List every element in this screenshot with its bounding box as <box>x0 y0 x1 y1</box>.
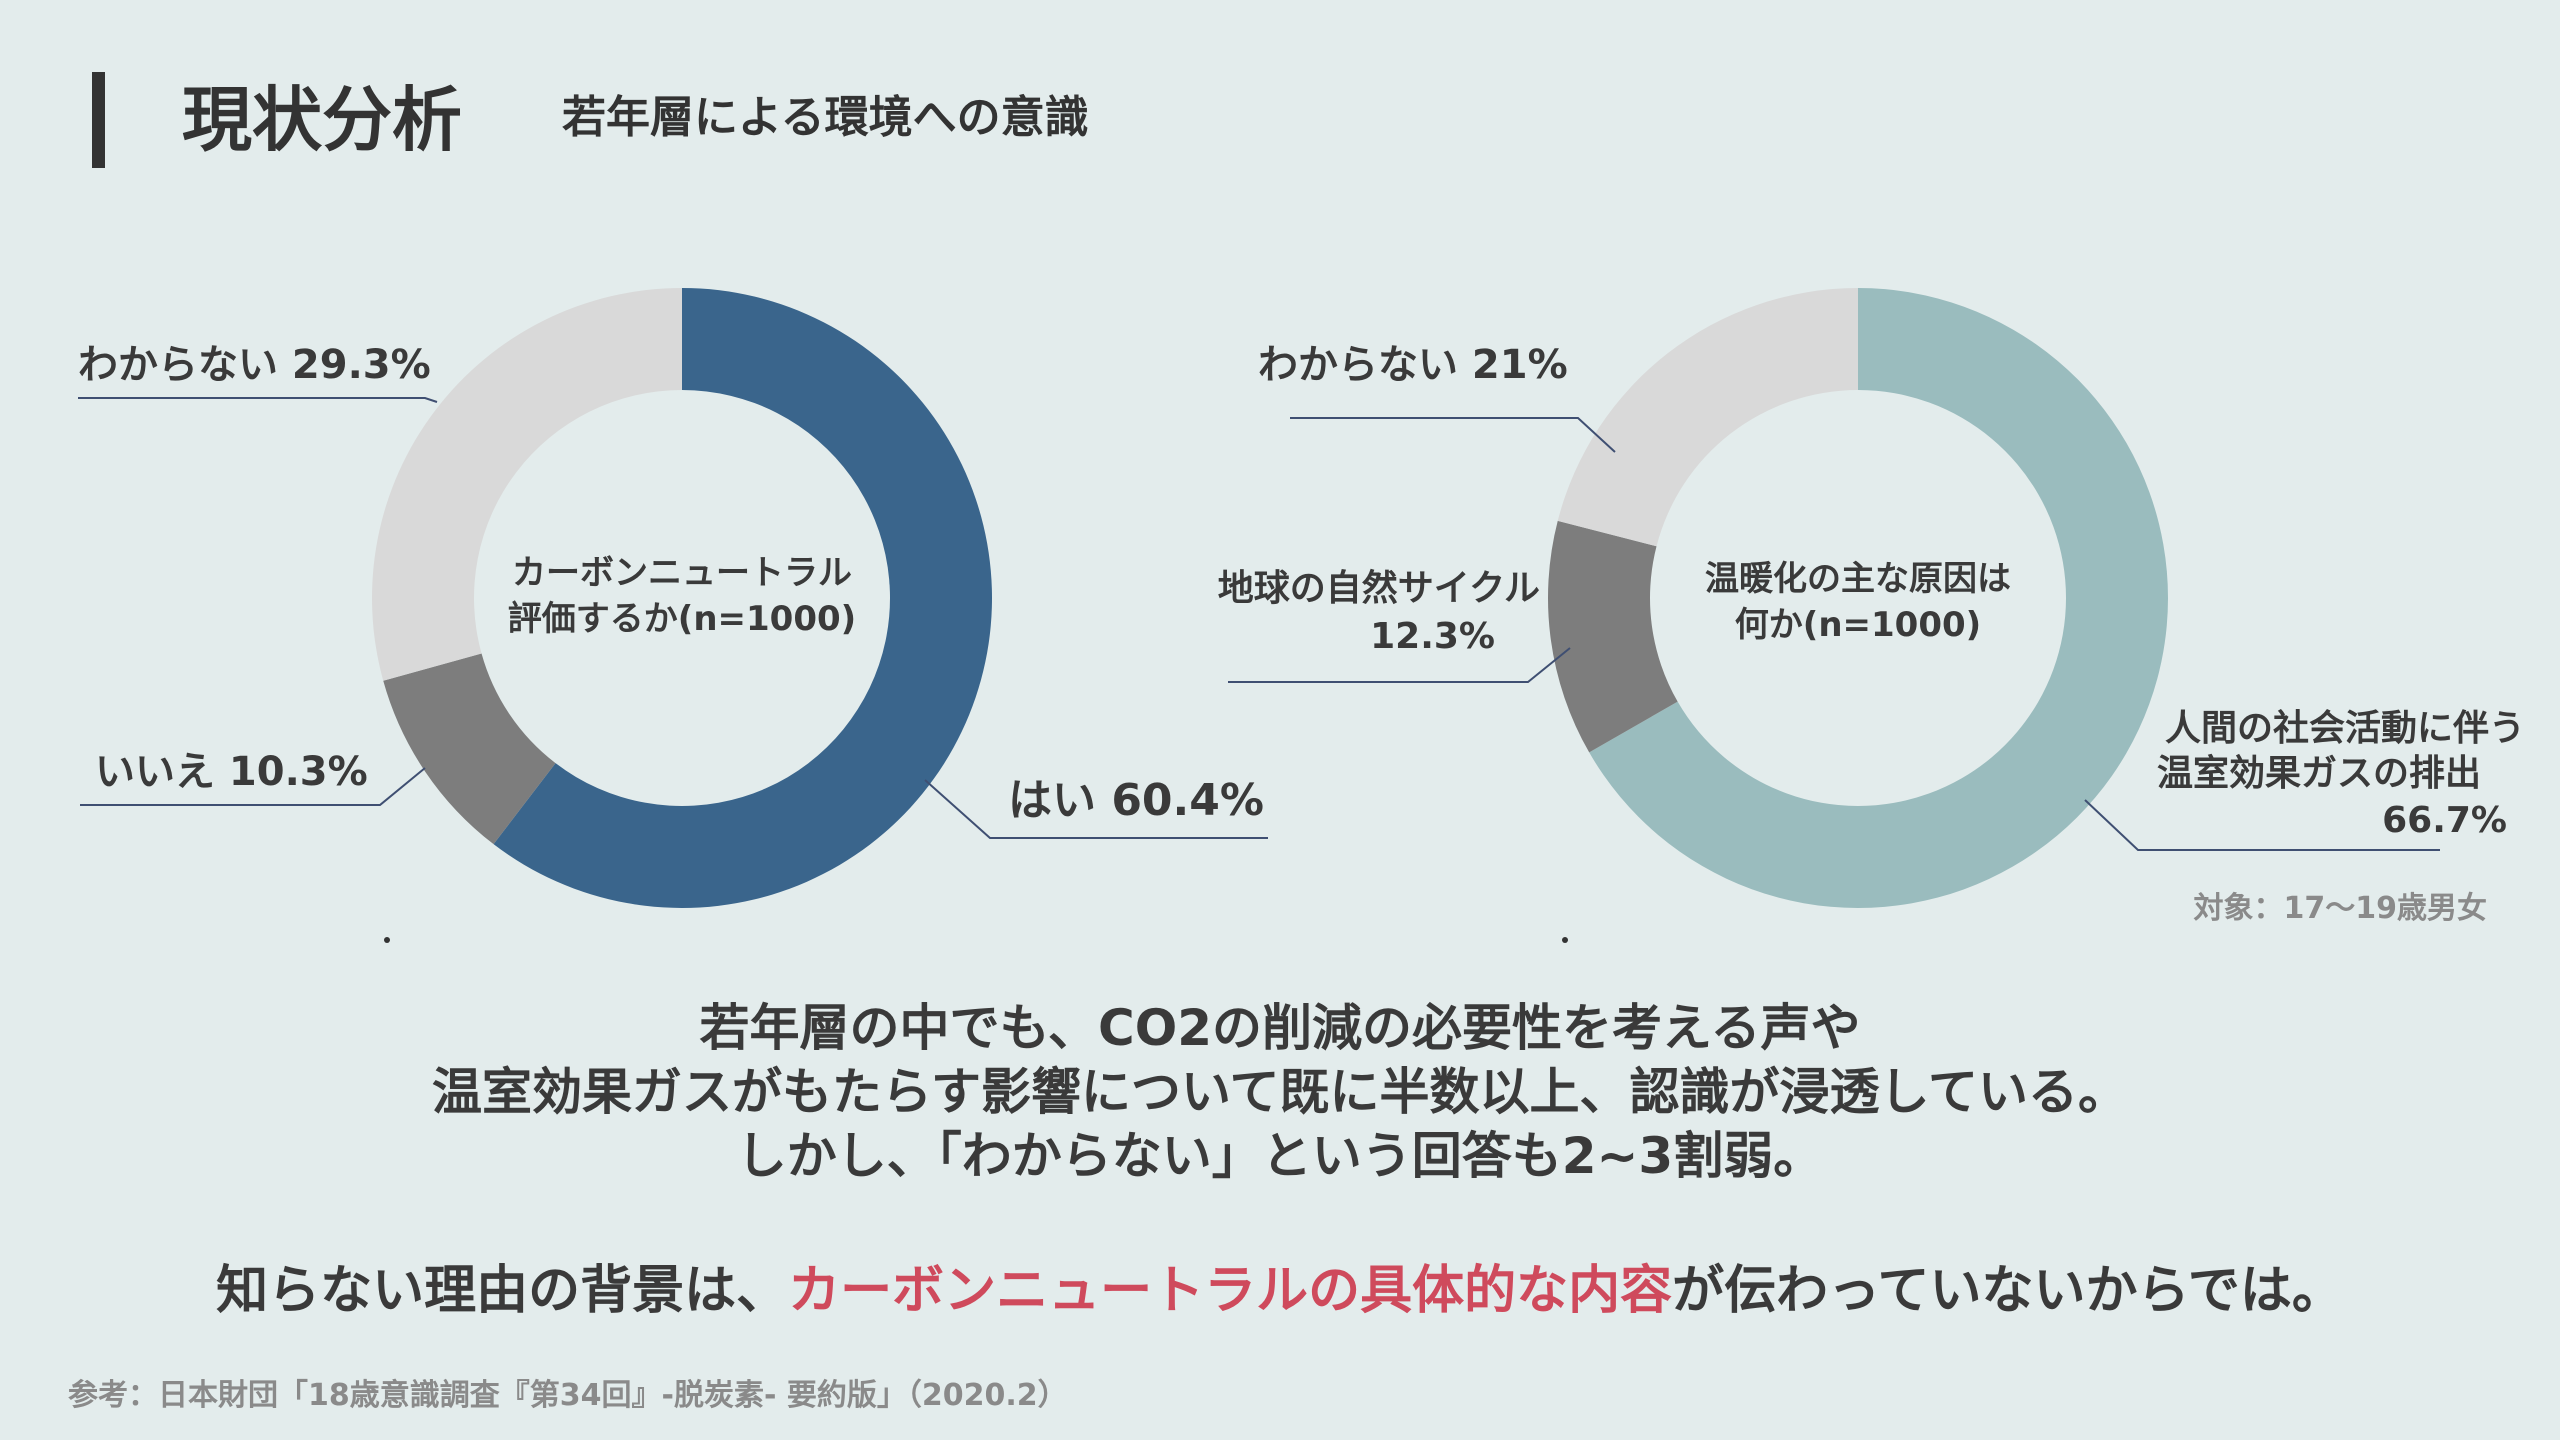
donut-slice-2 <box>1557 288 1858 547</box>
conclusion-text: 知らない理由の背景は、カーボンニュートラルの具体的な内容が伝わっていないからでは… <box>0 1248 2560 1323</box>
donut-slice-2 <box>372 288 682 681</box>
leader-lines-chart-2 <box>1228 417 2440 851</box>
donut-chart-carbon-neutral <box>372 288 992 908</box>
slice-label-human-activity-1: 人間の社会活動に伴う <box>2165 708 2525 749</box>
summary-line-3: しかし、「わからない」という回答も2~3割弱。 <box>736 1127 1824 1185</box>
slice-label-yes: はい 60.4% <box>1008 775 1264 826</box>
title-accent-bar <box>92 72 105 168</box>
slice-label-human-activity-2: 温室効果ガスの排出 <box>2157 753 2481 794</box>
donut-slice-0 <box>1589 288 2168 909</box>
center-label-line-1: カーボンニュートラル <box>512 553 852 593</box>
slice-label-natural-cycle: 地球の自然サイクル <box>1218 567 1540 609</box>
target-note: 対象：17〜19歳男女 <box>2194 891 2488 926</box>
slice-label-unknown: わからない 29.3% <box>78 342 431 388</box>
conclusion-after: が伝わっていないからでは。 <box>1672 1261 2344 1321</box>
summary-line-2: 温室効果ガスがもたらす影響について既に半数以上、認識が浸透している。 <box>432 1063 2128 1121</box>
conclusion-highlight: カーボンニュートラルの具体的な内容 <box>788 1261 1673 1321</box>
donut-slice-1 <box>1548 520 1678 753</box>
donut-chart-warming-cause <box>1548 288 2168 909</box>
slice-label-no: いいえ 10.3% <box>95 749 368 795</box>
donut-slice-0 <box>493 288 992 908</box>
dot-marker <box>384 937 390 943</box>
page-subtitle: 若年層による環境への意識 <box>562 92 1089 143</box>
dot-marker <box>1562 937 1568 943</box>
slice-label-human-activity-value: 66.7% <box>2382 800 2507 841</box>
center-label-line-2: 評価するか(n=1000) <box>508 599 856 639</box>
summary-line-1: 若年層の中でも、CO2の削減の必要性を考える声や <box>699 999 1861 1057</box>
slice-label-unknown-2: わからない 21% <box>1258 342 1568 388</box>
center-label-2-line-1: 温暖化の主な原因は <box>1705 559 2011 599</box>
conclusion-before: 知らない理由の背景は、 <box>216 1261 789 1321</box>
leader-lines-chart-1 <box>78 397 1268 839</box>
page-title: 現状分析 <box>182 79 462 161</box>
center-label-2-line-2: 何か(n=1000) <box>1735 605 1981 645</box>
summary-text: 若年層の中でも、CO2の削減の必要性を考える声や 温室効果ガスがもたらす影響につ… <box>0 996 2560 1188</box>
source-citation: 参考：日本財団「18歳意識調査『第34回』-脱炭素- 要約版」（2020.2） <box>68 1378 1068 1413</box>
donut-slice-1 <box>383 653 556 845</box>
slice-label-natural-cycle-value: 12.3% <box>1370 616 1495 657</box>
